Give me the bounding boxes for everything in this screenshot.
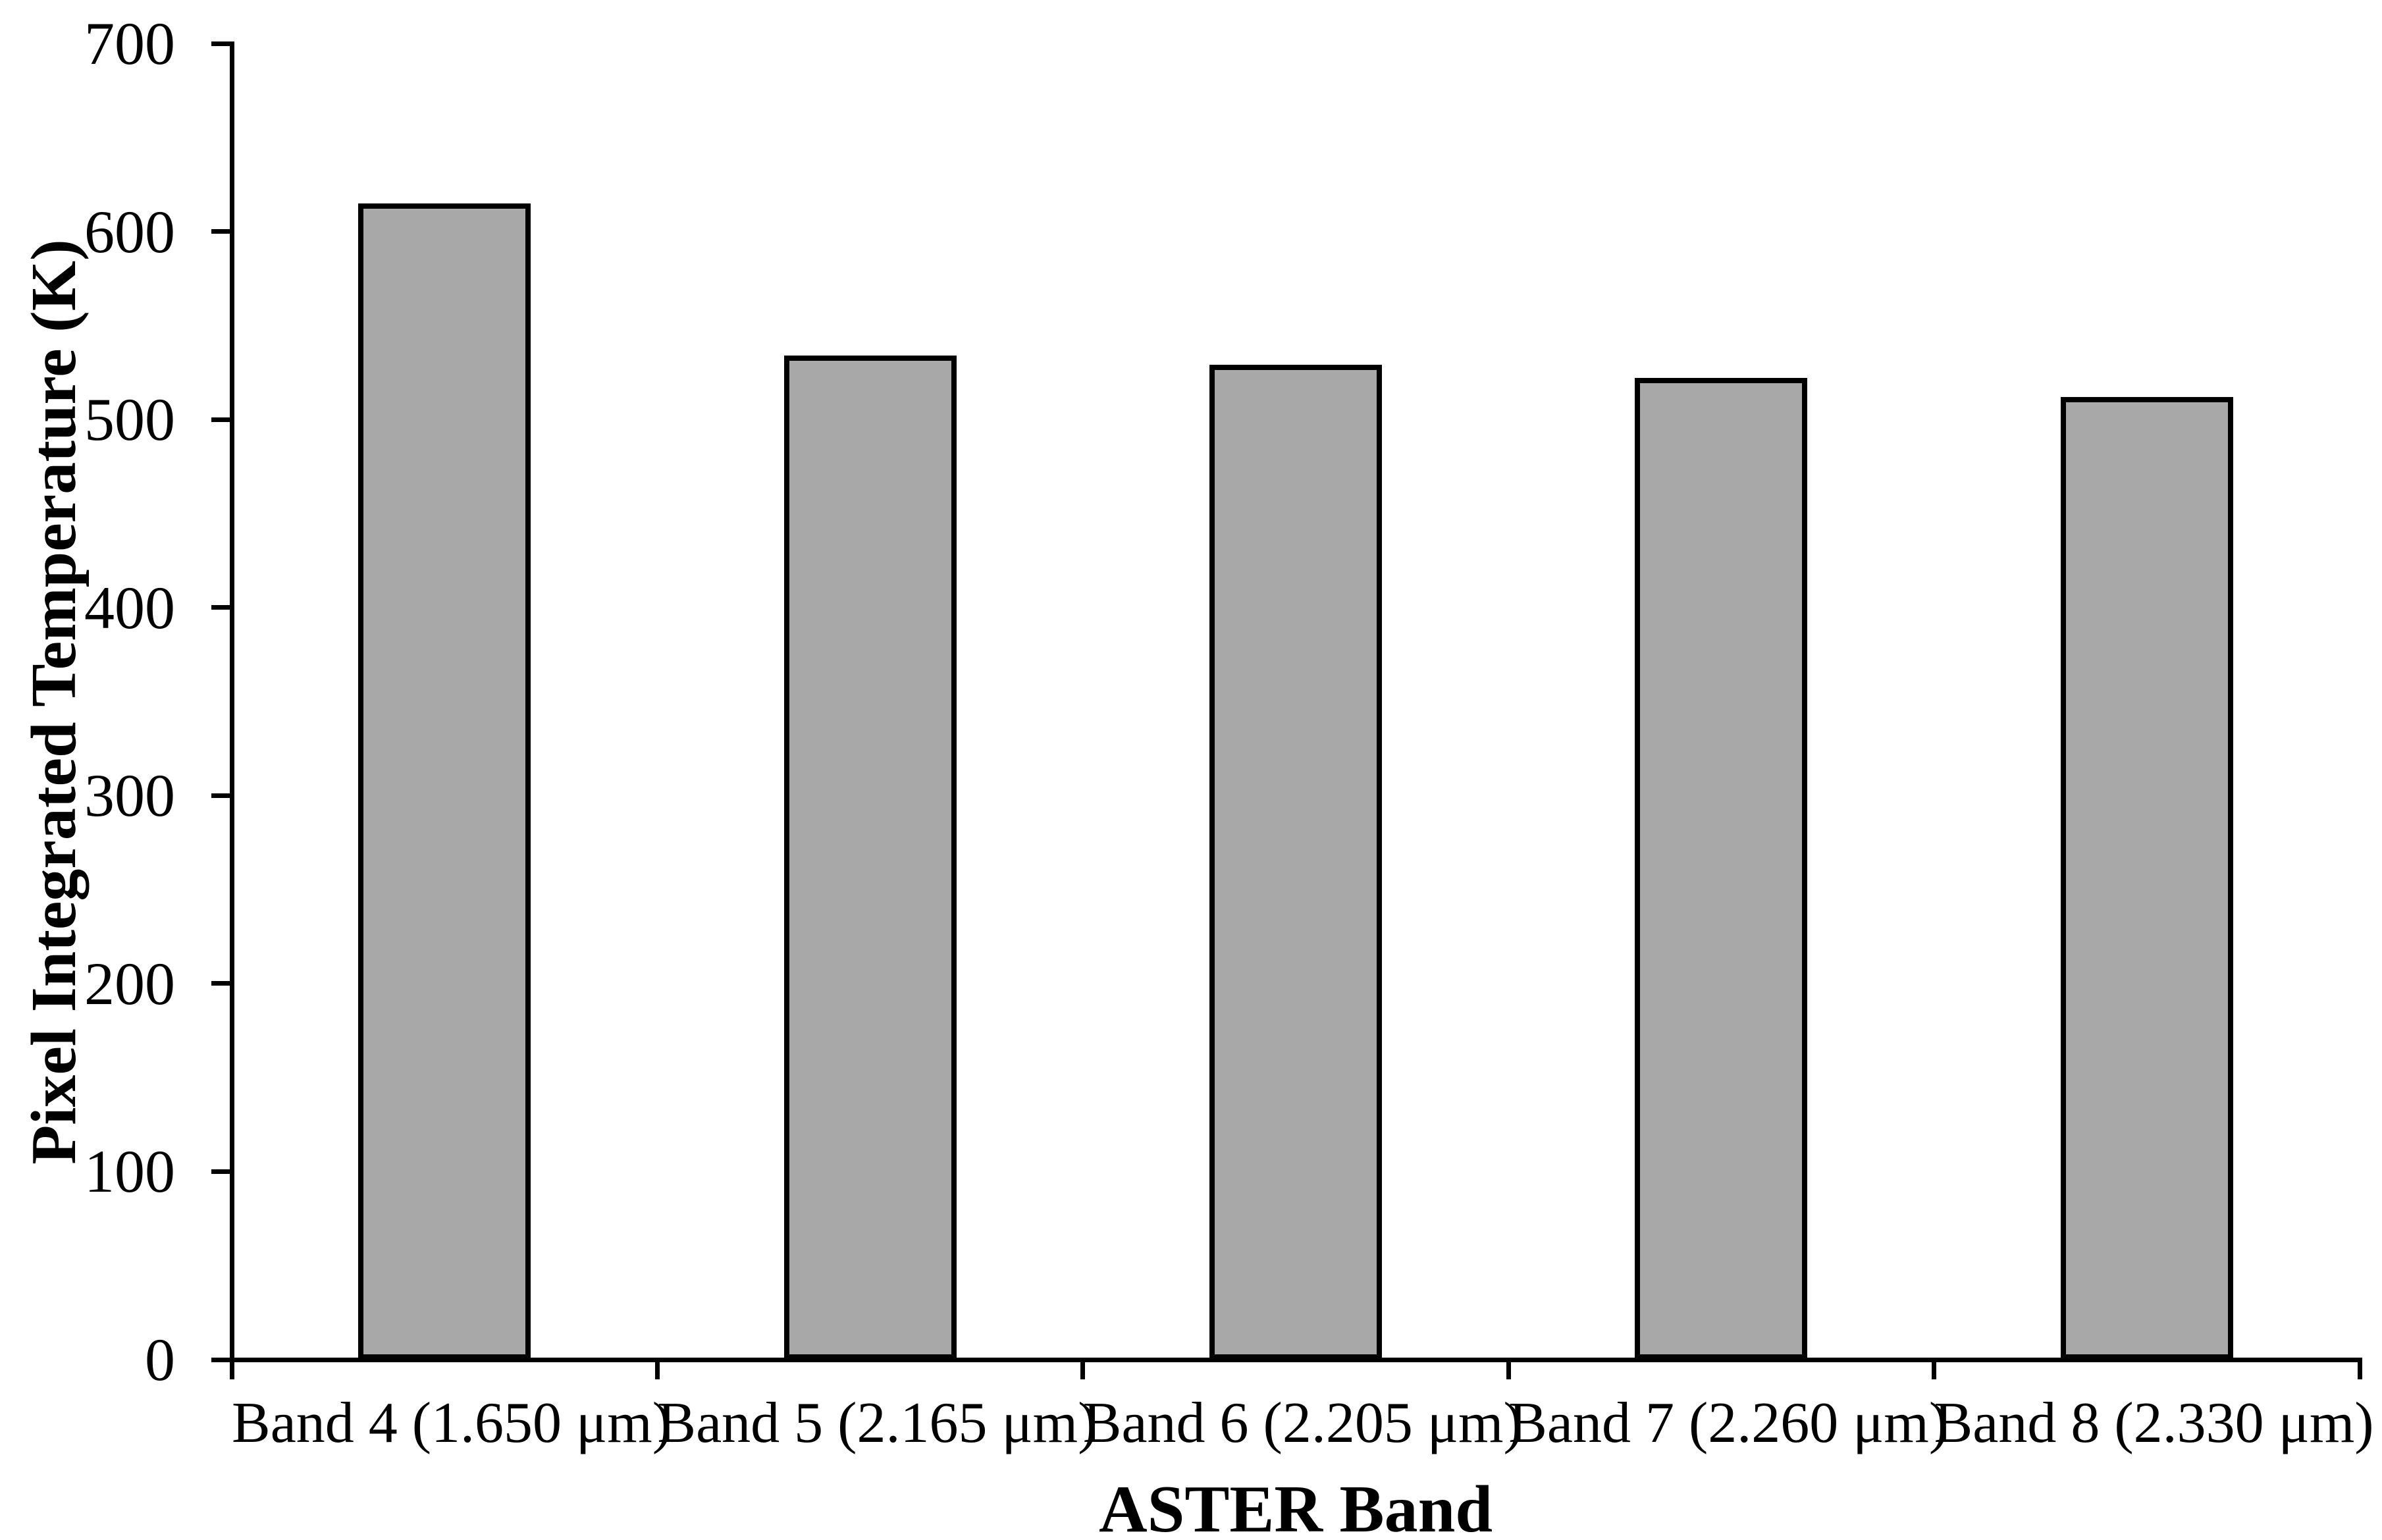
x-category-label: Band 6 (2.205 μm) [1082,1391,1523,1455]
x-category-label: Band 5 (2.165 μm) [657,1391,1098,1455]
x-axis-line [229,1357,2362,1362]
bar [783,356,957,1360]
bar [1635,378,1808,1360]
x-axis-tick [2357,1362,2362,1379]
y-tick-label: 100 [84,1138,175,1206]
x-axis-tick [1932,1362,1937,1379]
x-axis-title: ASTER Band [1098,1472,1493,1540]
y-axis-tick [211,981,230,986]
y-axis-tick [211,1357,230,1362]
y-tick-label: 200 [84,949,175,1017]
y-tick-label: 400 [84,573,175,641]
x-axis-tick [229,1362,234,1379]
y-axis-tick [211,229,230,234]
y-tick-label: 700 [84,10,175,77]
y-axis-tick [211,605,230,610]
y-tick-label: 300 [84,762,175,830]
y-axis-tick [211,1169,230,1174]
y-axis-title: Pixel Integrated Temperature (K) [18,238,90,1165]
y-axis-line [229,41,234,1362]
x-category-label: Band 8 (2.330 μm) [1934,1391,2374,1455]
y-axis-tick [211,41,230,46]
x-axis-tick [654,1362,660,1379]
y-tick-label: 500 [84,386,175,454]
bar [2060,396,2233,1360]
bar [358,203,531,1360]
bar [1209,365,1382,1360]
x-axis-tick [1506,1362,1511,1379]
y-tick-label: 0 [145,1326,175,1393]
x-axis-tick [1080,1362,1086,1379]
y-axis-tick [211,793,230,798]
x-category-label: Band 4 (1.650 μm) [232,1391,672,1455]
y-tick-label: 600 [84,198,175,265]
y-axis-tick [211,417,230,422]
x-category-label: Band 7 (2.260 μm) [1508,1391,1949,1455]
